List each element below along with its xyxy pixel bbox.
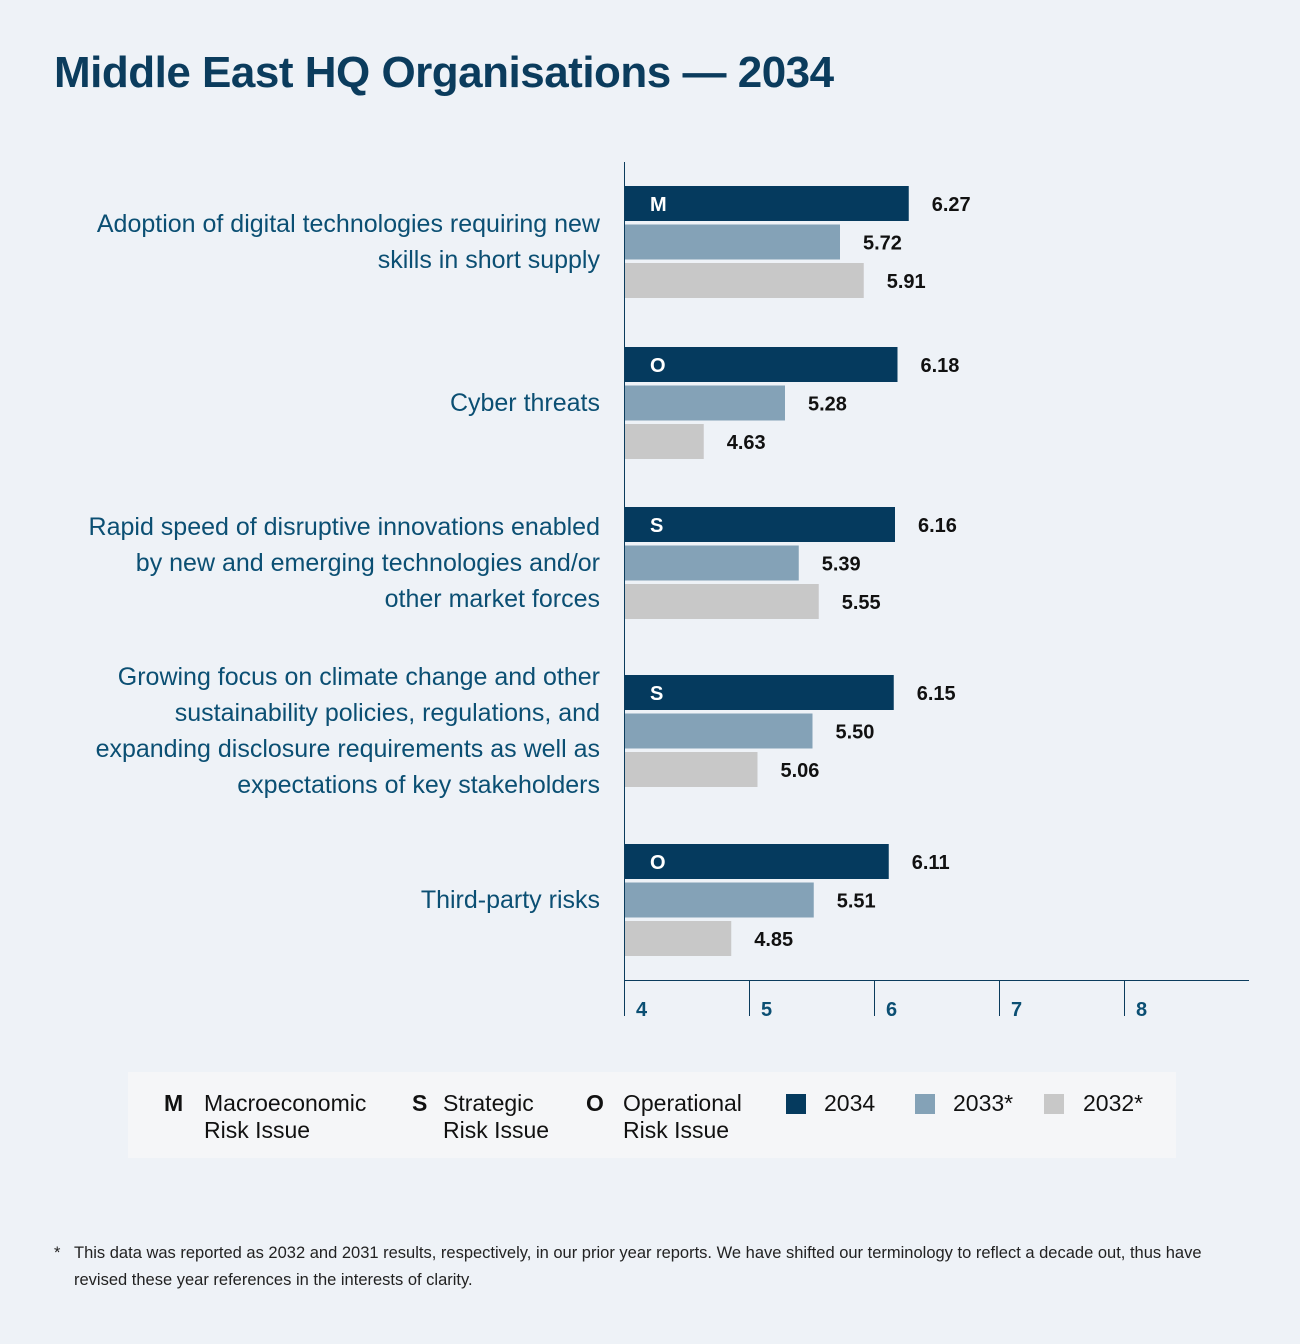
category-label-1: Adoption of digital technologies requiri… bbox=[20, 206, 600, 278]
x-tick-label-7: 7 bbox=[1011, 999, 1022, 1021]
bar-chart: 4 5 6 7 8 6.27 M 5.72 5.91 6.18 O 5.28 4.63 6.16 S 5.39… bbox=[624, 162, 1249, 1021]
value-label-4-2032: 5.06 bbox=[781, 760, 820, 782]
value-label-3-2032: 5.55 bbox=[842, 592, 881, 614]
category-label-line: Adoption of digital technologies requiri… bbox=[96, 210, 600, 238]
x-tick-label-5: 5 bbox=[761, 999, 772, 1021]
legend-swatch-2032 bbox=[1044, 1094, 1064, 1114]
value-label-2-2033: 5.28 bbox=[808, 394, 847, 416]
legend-2034-label: 2034 bbox=[824, 1090, 876, 1116]
category-label-5: Third-party risks bbox=[20, 882, 600, 918]
bar-1-2032 bbox=[625, 263, 864, 298]
value-label-4-2034: 6.15 bbox=[917, 683, 956, 705]
risk-type-badge-3: S bbox=[650, 515, 663, 537]
bar-4-2033 bbox=[625, 713, 813, 749]
category-label-line: Rapid speed of disruptive innovations en… bbox=[88, 513, 600, 541]
category-label-line: Growing focus on climate change and othe… bbox=[117, 663, 600, 691]
bar-5-2034 bbox=[625, 844, 889, 879]
legend-s-letter: S bbox=[412, 1090, 428, 1116]
x-tick-label-4: 4 bbox=[636, 999, 648, 1021]
x-tick-label-8: 8 bbox=[1136, 999, 1147, 1021]
category-label-line: other market forces bbox=[384, 585, 600, 613]
category-label-line: expectations of key stakeholders bbox=[237, 771, 600, 799]
bar-4-2032 bbox=[625, 752, 758, 787]
legend-swatch-2033 bbox=[915, 1094, 935, 1114]
category-label-line: sustainability policies, regulations, an… bbox=[174, 699, 600, 727]
legend: M Macroeconomic Risk Issue S Strategic R… bbox=[128, 1072, 1176, 1158]
category-label-4: Growing focus on climate change and othe… bbox=[20, 659, 600, 803]
bar-2-2032 bbox=[625, 424, 704, 459]
legend-m-text: Macroeconomic Risk Issue bbox=[204, 1090, 367, 1143]
risk-type-badge-4: S bbox=[650, 683, 663, 705]
value-label-3-2033: 5.39 bbox=[822, 554, 861, 576]
bar-3-2032 bbox=[625, 584, 819, 619]
legend-2033-label: 2033* bbox=[953, 1090, 1014, 1116]
bar-1-2033 bbox=[625, 224, 840, 260]
page-title: Middle East HQ Organisations — 2034 bbox=[54, 48, 834, 97]
value-label-1-2032: 5.91 bbox=[887, 271, 926, 293]
category-label-line: expanding disclosure requirements as wel… bbox=[95, 735, 600, 763]
legend-o-letter: O bbox=[586, 1090, 604, 1116]
bar-3-2034 bbox=[625, 507, 895, 542]
legend-m-letter: M bbox=[164, 1090, 184, 1116]
legend-2032-label: 2032* bbox=[1083, 1090, 1144, 1116]
value-label-1-2034: 6.27 bbox=[932, 194, 971, 216]
category-label-line: Third-party risks bbox=[420, 886, 600, 914]
bar-2-2033 bbox=[625, 385, 785, 421]
value-label-2-2032: 4.63 bbox=[727, 432, 766, 454]
legend-swatch-2034 bbox=[786, 1094, 806, 1114]
footnote-marker: * bbox=[54, 1244, 61, 1262]
category-label-2: Cyber threats bbox=[20, 385, 600, 421]
bar-5-2033 bbox=[625, 882, 814, 918]
value-label-5-2033: 5.51 bbox=[837, 891, 876, 913]
category-label-line: by new and emerging technologies and/or bbox=[135, 549, 600, 577]
value-label-1-2033: 5.72 bbox=[863, 233, 902, 255]
risk-type-badge-5: O bbox=[650, 852, 666, 874]
value-label-3-2034: 6.16 bbox=[918, 515, 957, 537]
legend-s-text: Strategic Risk Issue bbox=[443, 1090, 550, 1143]
bar-2-2034 bbox=[625, 347, 898, 382]
category-label-line: Cyber threats bbox=[449, 389, 600, 417]
value-label-5-2034: 6.11 bbox=[912, 852, 950, 874]
footnote: * This data was reported as 2032 and 203… bbox=[54, 1240, 1204, 1294]
footnote-text: This data was reported as 2032 and 2031 … bbox=[74, 1244, 1202, 1289]
legend-o-text: Operational Risk Issue bbox=[623, 1090, 742, 1143]
bar-4-2034 bbox=[625, 675, 894, 710]
value-label-4-2033: 5.50 bbox=[836, 722, 875, 744]
bar-5-2032 bbox=[625, 921, 732, 956]
value-label-5-2032: 4.85 bbox=[754, 929, 793, 951]
category-label-3: Rapid speed of disruptive innovations en… bbox=[20, 509, 600, 617]
risk-type-badge-2: O bbox=[650, 355, 666, 377]
x-tick-label-6: 6 bbox=[886, 999, 897, 1021]
risk-type-badge-1: M bbox=[650, 194, 667, 216]
bar-3-2033 bbox=[625, 545, 799, 581]
category-label-line: skills in short supply bbox=[377, 246, 600, 274]
value-label-2-2034: 6.18 bbox=[921, 355, 960, 377]
bar-1-2034 bbox=[625, 186, 909, 221]
